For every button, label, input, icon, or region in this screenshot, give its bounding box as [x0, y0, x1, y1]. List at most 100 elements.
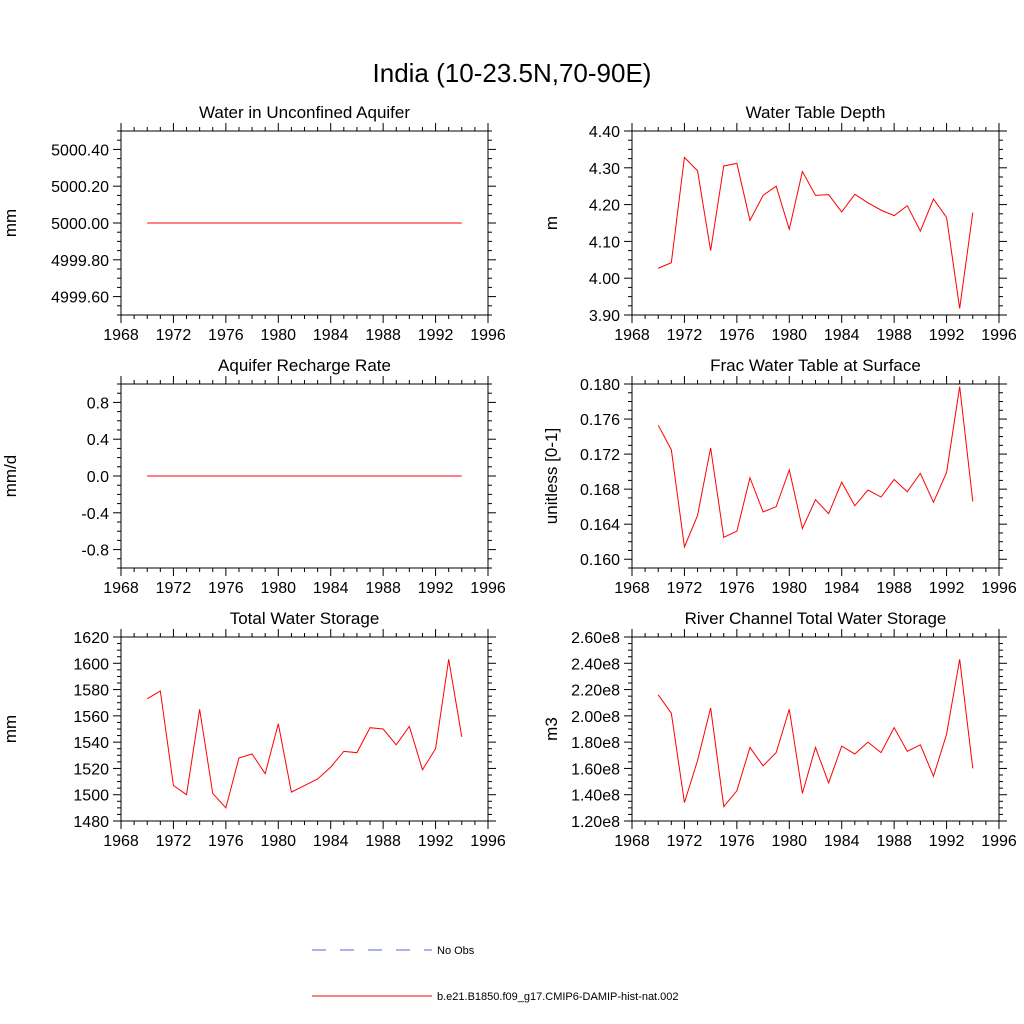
series-line-frac-water-table-at-surface: [657, 386, 974, 549]
x-tick-label: 1976: [719, 327, 755, 344]
panel-water-table-depth: Water Table Depth 1968 1972 1976 1980 1984 198…: [542, 103, 1017, 344]
x-tick-label: 1980: [260, 327, 296, 344]
x-tick-label: 1976: [719, 833, 755, 850]
x-tick-label: 1996: [470, 327, 506, 344]
x-tick-label: 1992: [929, 327, 965, 344]
x-tick-label: 1988: [365, 833, 401, 850]
x-tick-label: 1984: [824, 327, 860, 344]
y-tick-label: 2.20e8: [571, 683, 620, 700]
y-tick-label: 0.8: [87, 395, 109, 412]
y-tick-label: 1540: [73, 735, 109, 752]
y-tick-label: 4.00: [589, 271, 620, 288]
x-tick-label: 1980: [771, 833, 807, 850]
y-tick-label: -0.8: [81, 543, 109, 560]
x-tick-label: 1984: [824, 580, 860, 597]
x-tick-label: 1992: [418, 327, 454, 344]
y-tick-label: 0.4: [87, 432, 109, 449]
y-tick-label: 5000.20: [51, 179, 109, 196]
x-tick-label: 1988: [365, 580, 401, 597]
x-tick-label: 1992: [929, 580, 965, 597]
panel-frac-water-table-at-surface: Frac Water Table at Surface 1968 1972 1976 1…: [542, 356, 1017, 597]
y-tick-label: 1620: [73, 630, 109, 647]
x-tick-label: 1992: [929, 833, 965, 850]
x-tick-label: 1984: [313, 580, 349, 597]
x-tick-label: 1988: [876, 327, 912, 344]
y-tick-label: 0.160: [580, 552, 620, 569]
series-line-water-table-depth: [658, 156, 974, 309]
x-tick-label: 1972: [667, 580, 703, 597]
x-tick-label: 1988: [876, 580, 912, 597]
y-tick-label: 0.176: [580, 412, 620, 429]
y-axis-label-water-table-depth: m: [542, 216, 561, 230]
x-tick-label: 1968: [103, 580, 139, 597]
y-axis-label-total-water-storage: mm: [1, 715, 20, 743]
y-tick-label: 4.20: [589, 198, 620, 215]
y-tick-label: 1600: [73, 656, 109, 673]
plot-frame-total-water-storage: [120, 636, 489, 822]
x-tick-label: 1972: [156, 833, 192, 850]
y-tick-label: 0.0: [87, 469, 109, 486]
y-axis-label-frac-water-table-at-surface: unitless [0-1]: [542, 428, 561, 524]
y-tick-label: 1.40e8: [571, 788, 620, 805]
y-tick-label: 1480: [73, 814, 109, 831]
x-tick-label: 1988: [365, 327, 401, 344]
panel-title-water-in-unconfined-aquifer: Water in Unconfined Aquifer: [199, 103, 410, 122]
x-tick-label: 1968: [614, 833, 650, 850]
y-tick-label: 1580: [73, 683, 109, 700]
series-line-total-water-storage: [146, 659, 463, 809]
x-tick-label: 1976: [719, 580, 755, 597]
x-tick-label: 1972: [667, 833, 703, 850]
y-tick-label: 0.168: [580, 482, 620, 499]
y-tick-label: 5000.00: [51, 216, 109, 233]
x-tick-label: 1980: [260, 833, 296, 850]
x-tick-label: 1972: [667, 327, 703, 344]
y-tick-label: 2.40e8: [571, 656, 620, 673]
panel-title-frac-water-table-at-surface: Frac Water Table at Surface: [710, 356, 921, 375]
y-tick-label: -0.4: [81, 506, 109, 523]
y-tick-label: 1.60e8: [571, 761, 620, 778]
y-tick-label: 4.40: [589, 124, 620, 141]
legend-no-obs-label: No Obs: [437, 945, 475, 957]
y-tick-label: 4999.60: [51, 290, 109, 307]
x-tick-label: 1996: [470, 833, 506, 850]
legend-model-label: b.e21.B1850.f09_g17.CMIP6-DAMIP-hist-nat…: [437, 991, 679, 1003]
x-tick-label: 1968: [614, 327, 650, 344]
y-tick-label: 1.20e8: [571, 814, 620, 831]
x-tick-label: 1972: [156, 327, 192, 344]
y-axis-label-aquifer-recharge-rate: mm/d: [1, 455, 20, 498]
panel-title-river-channel-total-water-storage: River Channel Total Water Storage: [685, 609, 947, 628]
y-tick-label: 2.00e8: [571, 709, 620, 726]
x-tick-label: 1968: [103, 327, 139, 344]
y-tick-label: 4999.80: [51, 253, 109, 270]
x-tick-label: 1992: [418, 580, 454, 597]
y-tick-label: 1520: [73, 761, 109, 778]
panel-title-water-table-depth: Water Table Depth: [746, 103, 886, 122]
y-tick-label: 4.10: [589, 234, 620, 251]
x-tick-label: 1980: [771, 580, 807, 597]
x-tick-label: 1996: [981, 833, 1017, 850]
panel-total-water-storage: Total Water Storage 1968 1972 1976 1980 1984 1…: [1, 609, 506, 850]
x-tick-label: 1968: [103, 833, 139, 850]
x-tick-label: 1988: [876, 833, 912, 850]
x-tick-label: 1976: [208, 327, 244, 344]
panel-river-channel-total-water-storage: River Channel Total Water Storage 1968 197…: [542, 609, 1017, 850]
y-tick-label: 3.90: [589, 308, 620, 325]
y-tick-label: 1500: [73, 788, 109, 805]
x-tick-label: 1996: [981, 327, 1017, 344]
x-tick-label: 1976: [208, 580, 244, 597]
y-tick-label: 2.60e8: [571, 630, 620, 647]
series-line-river-channel-total-water-storage: [657, 659, 974, 808]
y-tick-label: 5000.40: [51, 142, 109, 159]
y-axis-label-water-in-unconfined-aquifer: mm: [1, 209, 20, 237]
y-tick-label: 4.30: [589, 161, 620, 178]
x-tick-label: 1996: [981, 580, 1017, 597]
x-tick-label: 1980: [771, 327, 807, 344]
panel-title-total-water-storage: Total Water Storage: [230, 609, 380, 628]
x-tick-label: 1980: [260, 580, 296, 597]
y-tick-label: 0.164: [580, 517, 620, 534]
plot-frame-water-table-depth: [631, 130, 1000, 316]
x-tick-label: 1984: [313, 833, 349, 850]
y-tick-label: 0.180: [580, 377, 620, 394]
panel-title-aquifer-recharge-rate: Aquifer Recharge Rate: [218, 356, 391, 375]
